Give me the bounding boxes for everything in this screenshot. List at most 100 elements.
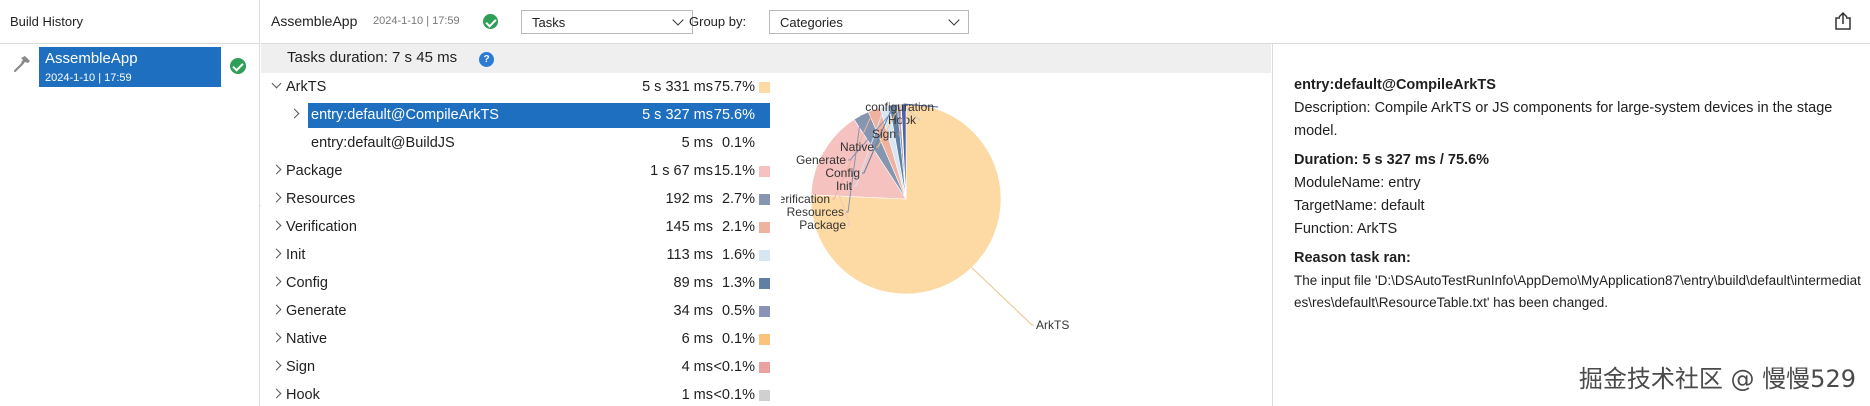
task-name: Package [286,163,343,179]
task-name: entry:default@CompileArkTS [311,107,499,123]
build-history-panel: Build History AssembleApp 2024-1-10 | 17… [0,0,260,406]
category-row[interactable]: Hook 1 ms <0.1% [261,382,771,406]
task-percent: 0.1% [721,331,755,347]
pie-leader-line [862,104,894,174]
tasks-section: Tasks duration: 7 s 45 ms ? ArkTS 5 s 331… [261,44,1271,406]
group-by-label: Group by: [689,14,747,29]
task-percent: 0.1% [721,135,755,151]
task-duration: 145 ms [665,219,713,235]
category-row[interactable]: Generate 34 ms 0.5% [261,298,771,326]
group-by-select[interactable]: Categories [769,10,969,34]
pie-label: Init [836,179,853,193]
chevron-right-icon[interactable] [271,360,282,371]
category-row[interactable]: Init 113 ms 1.6% [261,242,771,270]
toolbar-title: AssembleApp [271,13,358,29]
build-date: 2024-1-10 | 17:59 [45,72,132,84]
pie-label: Generate [796,153,846,167]
view-select[interactable]: Tasks [521,10,693,34]
pie-label: Native [840,140,874,154]
category-row[interactable]: Resources 192 ms 2.7% [261,186,771,214]
pie-label: Resources [787,205,844,219]
category-row[interactable]: Native 6 ms 0.1% [261,326,771,354]
task-percent: <0.1% [713,387,755,403]
pie-label: configuration [865,100,934,114]
pie-label: Sign [872,127,896,141]
color-swatch [759,194,770,205]
chevron-right-icon[interactable] [271,388,282,399]
pie-chart: ArkTS PackageResourcesVerification InitCon… [781,100,1069,332]
build-history-item-selected[interactable]: AssembleApp 2024-1-10 | 17:59 [39,47,221,87]
detail-reason-title: Reason task ran: [1294,250,1411,266]
task-percent: 75.6% [713,107,755,123]
pie-leader-line [900,103,922,121]
task-name: entry:default@BuildJS [311,135,455,151]
selected-row-highlight [308,103,770,128]
category-row[interactable]: Sign 4 ms <0.1% [261,354,771,382]
color-swatch [759,362,770,373]
color-swatch [759,166,770,177]
chevron-right-icon[interactable] [271,220,282,231]
task-details-panel: entry:default@CompileArkTS Description: … [1272,44,1870,406]
task-percent: 2.1% [721,219,755,235]
chevron-right-icon[interactable] [271,276,282,287]
chevron-right-icon[interactable] [271,248,282,259]
task-duration: 113 ms [666,247,713,263]
category-row[interactable]: ArkTS 5 s 331 ms 75.7% [261,74,771,102]
task-name: Generate [286,303,347,319]
task-name: Verification [286,219,357,235]
detail-duration: Duration: 5 s 327 ms / 75.6% [1294,152,1490,168]
color-swatch [759,334,770,345]
color-swatch [759,390,770,401]
build-name: AssembleApp [45,50,138,67]
chevron-right-icon[interactable] [271,304,282,315]
chevron-down-icon[interactable] [271,78,282,89]
task-duration: 5 s 327 ms [642,107,713,123]
tasks-duration-bar: Tasks duration: 7 s 45 ms ? [261,44,1271,73]
task-percent: 1.6% [721,247,755,263]
top-toolbar: AssembleApp 2024-1-10 | 17:59 Tasks Grou… [261,0,1870,44]
category-row[interactable]: Package 1 s 67 ms 15.1% [261,158,771,186]
pie-label: Package [799,218,846,232]
detail-reason-text: The input file 'D:\DSAutoTestRunInfo\App… [1294,273,1861,310]
chevron-down-icon [672,14,684,26]
watermark: 掘金技术社区 @ 慢慢529 [1578,365,1856,393]
task-name: Sign [286,359,316,375]
detail-module: ModuleName: entry [1294,175,1421,191]
chevron-right-icon[interactable] [271,192,282,203]
task-duration: 1 s 67 ms [650,163,713,179]
chevron-right-icon[interactable] [271,332,282,343]
pie-leader-line [971,267,1034,326]
pie-leader-line [898,104,902,135]
task-percent: 1.3% [721,275,755,291]
task-row[interactable]: entry:default@BuildJS 5 ms 0.1% [261,130,771,158]
pie-leader-line [832,109,875,200]
chevron-right-icon[interactable] [289,108,300,119]
build-history-item[interactable]: AssembleApp 2024-1-10 | 17:59 [0,44,259,88]
task-row[interactable]: entry:default@CompileArkTS 5 s 327 ms 75.6… [261,102,771,130]
detail-description: Description: Compile ArkTS or JS compone… [1294,100,1833,139]
task-name: Resources [286,191,356,207]
detail-task-name: entry:default@CompileArkTS [1294,77,1496,93]
build-history-header: Build History [0,0,259,44]
share-icon[interactable] [1834,11,1852,31]
chevron-right-icon[interactable] [271,164,282,175]
success-check-icon [230,58,246,74]
task-percent: 15.1% [713,163,755,179]
color-swatch [759,250,770,261]
task-name: ArkTS [286,79,327,95]
task-duration: 89 ms [673,275,714,291]
color-swatch [759,222,770,233]
task-duration: 34 ms [673,303,714,319]
category-row[interactable]: Verification 145 ms 2.1% [261,214,771,242]
tasks-duration: Tasks duration: 7 s 45 ms [287,49,458,66]
category-row[interactable]: Config 89 ms 1.3% [261,270,771,298]
pie-leader-line [854,106,886,187]
color-swatch [759,306,770,317]
pie-slice-package[interactable] [810,119,907,200]
pie-label: Verification [781,192,830,206]
pie-leader-line [876,103,901,148]
hammer-icon [13,56,30,73]
task-duration: 6 ms [681,331,713,347]
task-percent: 2.7% [721,191,755,207]
help-icon[interactable]: ? [479,52,494,67]
